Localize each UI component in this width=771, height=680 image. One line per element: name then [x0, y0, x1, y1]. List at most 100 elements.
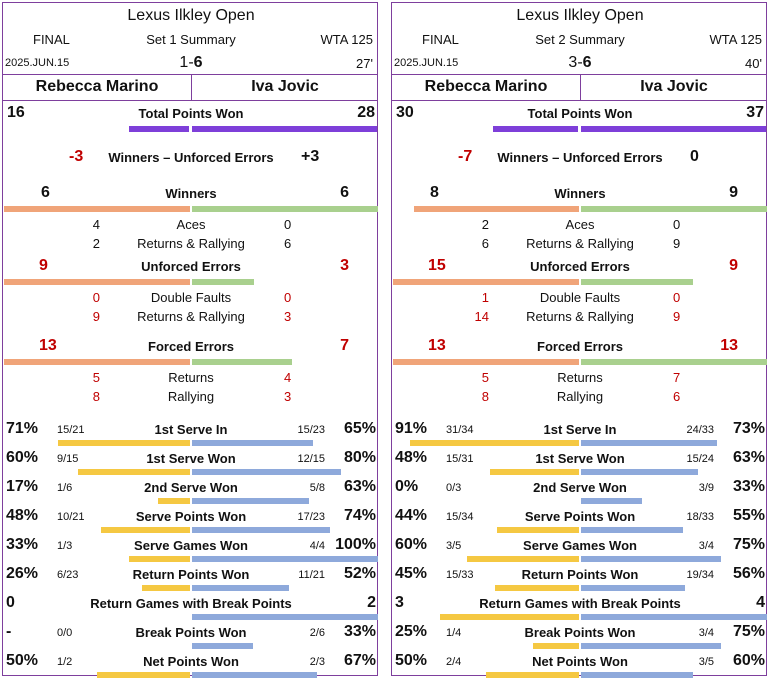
p2-stat-fraction: 2/6	[309, 627, 325, 639]
p1-unforced-errors-bar	[4, 279, 190, 285]
stat-label: Return Points Won	[132, 567, 250, 582]
p2-stat-fraction: 5/8	[309, 482, 325, 494]
unforced-errors-sub-label: Returns & Rallying	[526, 309, 634, 324]
forced-errors-sub-label: Rallying	[556, 389, 604, 404]
p2-stat-bar	[192, 556, 378, 562]
p1-stat-bar	[57, 440, 190, 446]
p1-stat-value: 60%	[6, 449, 39, 466]
score-separator: -	[577, 54, 583, 71]
forced-errors-sub-p1: 8	[481, 389, 489, 404]
p1-stat-value: 71%	[6, 420, 39, 437]
p1-stat-value: 0	[6, 594, 15, 611]
p2-stat-value: 100%	[335, 536, 376, 553]
winners-sub-label: Returns & Rallying	[526, 236, 634, 251]
player2-name: Iva Jovic	[251, 78, 319, 95]
forced-errors-label: Forced Errors	[148, 339, 234, 354]
p1-stat-fraction: 1/4	[446, 627, 462, 639]
p1-stat-value: 17%	[6, 478, 39, 495]
names-split	[191, 74, 192, 101]
p2-stat-value: 63%	[343, 478, 376, 495]
set-summary-label: Set 1 Summary	[146, 32, 236, 47]
p1-stat-fraction: 15/21	[57, 424, 85, 436]
p2-stat-fraction: 12/15	[297, 453, 325, 465]
forced-errors-sub-p1: 5	[481, 370, 489, 385]
p2-stat-value: 52%	[343, 565, 376, 582]
p2-stat-value: 75%	[732, 623, 765, 640]
p2-winners-total: 9	[729, 184, 738, 201]
p1-stat-value: 91%	[395, 420, 428, 437]
p1-winners-minus-errors: -3	[69, 148, 84, 165]
unforced-errors-sub-p2: 0	[284, 290, 292, 305]
unforced-errors-label: Unforced Errors	[530, 259, 630, 274]
p2-forced-errors-bar	[581, 359, 767, 365]
player1-name: Rebecca Marino	[424, 78, 548, 95]
p1-forced-errors-bar	[393, 359, 579, 365]
p1-stat-bar	[486, 672, 579, 678]
p1-forced-errors-bar	[4, 359, 190, 365]
unforced-errors-label: Unforced Errors	[141, 259, 241, 274]
score-separator: -	[188, 54, 194, 71]
header-divider	[392, 74, 766, 75]
p2-stat-fraction: 3/9	[698, 482, 714, 494]
unforced-errors-sub-p2: 0	[673, 290, 681, 305]
forced-errors-sub-p2: 4	[284, 370, 292, 385]
round-label: FINAL	[33, 32, 70, 47]
winners-sub-label: Returns & Rallying	[137, 236, 245, 251]
player2-name: Iva Jovic	[640, 78, 708, 95]
p1-total-points-bar	[492, 126, 578, 132]
p2-stat-value: 60%	[732, 652, 765, 669]
p1-unforced-errors-total: 9	[39, 257, 48, 274]
forced-errors-label: Forced Errors	[537, 339, 623, 354]
p1-winners-minus-errors: -7	[458, 148, 473, 165]
winners-sub-p1: 2	[481, 217, 489, 232]
p2-winners-total: 6	[340, 184, 349, 201]
p1-stat-fraction: 0/3	[446, 482, 462, 494]
p2-stat-bar	[192, 643, 254, 649]
p2-stat-value: 33%	[732, 478, 765, 495]
p1-stat-value: 25%	[395, 623, 428, 640]
stat-label: 1st Serve Won	[146, 451, 236, 466]
p2-stat-bar	[581, 585, 686, 591]
p2-stat-value: 55%	[732, 507, 765, 524]
p1-stat-fraction: 1/2	[57, 656, 73, 668]
p1-stat-value: 50%	[6, 652, 39, 669]
p2-stat-bar	[581, 440, 717, 446]
p1-stat-fraction: 15/31	[446, 453, 474, 465]
p1-stat-value: 33%	[6, 536, 39, 553]
p1-stat-bar	[78, 469, 190, 475]
p2-stat-fraction: 15/24	[686, 453, 714, 465]
p1-stat-fraction: 9/15	[57, 453, 79, 465]
p2-stat-bar	[192, 614, 378, 620]
set-score: 3-6	[568, 54, 591, 72]
forced-errors-sub-label: Returns	[168, 370, 214, 385]
p1-stat-value: 48%	[6, 507, 39, 524]
stat-label: Return Games with Break Points	[90, 596, 292, 611]
winners-sub-label: Aces	[565, 217, 595, 232]
stat-label: Net Points Won	[143, 654, 239, 669]
stat-label: Serve Points Won	[524, 509, 636, 524]
p2-stat-fraction: 19/34	[686, 569, 714, 581]
p2-stat-value: 73%	[732, 420, 765, 437]
set-summary-label: Set 2 Summary	[535, 32, 625, 47]
score-left: 1	[179, 54, 189, 71]
p2-stat-bar	[581, 672, 693, 678]
header-divider	[3, 74, 377, 75]
player1-name: Rebecca Marino	[35, 78, 159, 95]
p2-forced-errors-bar	[192, 359, 293, 365]
p1-stat-fraction: 3/5	[446, 540, 462, 552]
p1-stat-fraction: 6/23	[57, 569, 79, 581]
p2-stat-fraction: 18/33	[686, 511, 714, 523]
p1-total-points: 30	[396, 104, 414, 121]
p2-stat-fraction: 2/3	[309, 656, 325, 668]
p1-stat-value: 26%	[6, 565, 39, 582]
p1-stat-bar	[128, 556, 190, 562]
p1-stat-value: 3	[395, 594, 404, 611]
score-left: 3	[568, 54, 578, 71]
winners-sub-p2: 0	[284, 217, 292, 232]
p1-stat-fraction: 15/34	[446, 511, 474, 523]
p2-stat-fraction: 4/4	[309, 540, 325, 552]
p2-total-points: 28	[357, 104, 375, 121]
p1-stat-fraction: 2/4	[446, 656, 462, 668]
p1-stat-bar	[495, 585, 579, 591]
p1-stat-bar	[158, 498, 190, 504]
